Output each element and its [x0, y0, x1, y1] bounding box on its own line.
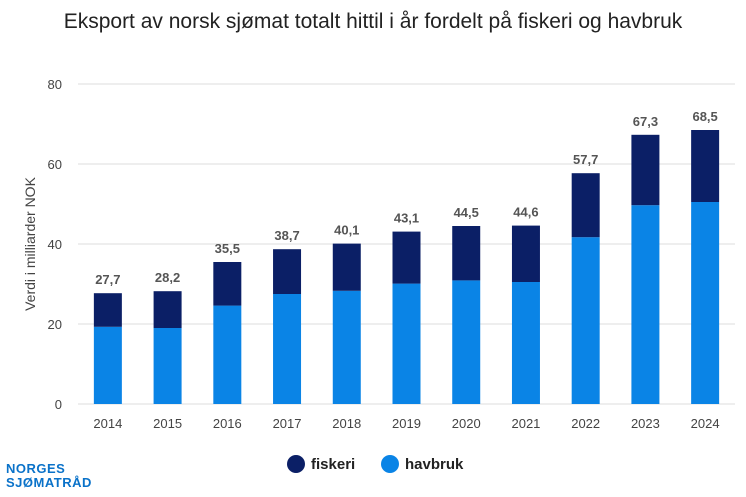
- x-tick-label: 2021: [511, 416, 540, 431]
- data-label-total: 40,1: [334, 223, 359, 238]
- bar-fiskeri-2022: [571, 173, 600, 238]
- norges-sjomatrad-logo: NORGES SJØMATRÅD: [6, 462, 92, 490]
- bar-havbruk-2021: [511, 282, 540, 404]
- x-tick-label: 2024: [691, 416, 720, 431]
- x-tick-label: 2019: [392, 416, 421, 431]
- data-label-total: 38,7: [274, 228, 299, 243]
- y-tick-label: 0: [55, 397, 62, 412]
- y-tick-label: 60: [48, 157, 62, 172]
- bar-havbruk-2020: [452, 280, 481, 404]
- chart-title: Eksport av norsk sjømat totalt hittil i …: [63, 10, 683, 33]
- y-tick-label: 20: [48, 317, 62, 332]
- x-tick-label: 2020: [452, 416, 481, 431]
- bar-fiskeri-2017: [273, 249, 302, 294]
- legend-label-fiskeri: fiskeri: [311, 456, 355, 473]
- bar-fiskeri-2020: [452, 226, 481, 281]
- data-label-total: 68,5: [692, 109, 717, 124]
- y-axis-label: Verdi i milliarder NOK: [22, 176, 38, 310]
- data-label-total: 35,5: [215, 241, 240, 256]
- bar-havbruk-2017: [273, 294, 302, 404]
- legend-marker-fiskeri: [287, 455, 305, 473]
- data-label-total: 44,5: [454, 205, 479, 220]
- bar-havbruk-2024: [691, 202, 720, 404]
- x-tick-label: 2014: [93, 416, 122, 431]
- y-tick-label: 40: [48, 237, 62, 252]
- bar-havbruk-2016: [213, 305, 242, 404]
- y-tick-label: 80: [48, 77, 62, 92]
- x-tick-label: 2016: [213, 416, 242, 431]
- x-tick-label: 2017: [273, 416, 302, 431]
- x-tick-label: 2018: [332, 416, 361, 431]
- data-label-total: 57,7: [573, 152, 598, 167]
- y-axis-ticks: 0 20 40 60 80: [48, 77, 62, 412]
- legend-label-havbruk: havbruk: [405, 456, 464, 473]
- logo-line-1: NORGES: [6, 461, 66, 476]
- bar-havbruk-2018: [332, 290, 361, 404]
- data-label-total: 28,2: [155, 270, 180, 285]
- bar-havbruk-2022: [571, 237, 600, 404]
- legend-marker-havbruk: [381, 455, 399, 473]
- bars: [93, 130, 720, 404]
- data-label-total: 44,6: [513, 205, 538, 220]
- bar-havbruk-2023: [631, 205, 660, 404]
- x-tick-label: 2022: [571, 416, 600, 431]
- bar-fiskeri-2014: [93, 293, 122, 327]
- bar-havbruk-2015: [153, 328, 182, 404]
- bar-fiskeri-2023: [631, 134, 660, 206]
- bar-fiskeri-2024: [691, 130, 720, 202]
- bar-fiskeri-2015: [153, 291, 182, 328]
- x-tick-label: 2015: [153, 416, 182, 431]
- logo-line-2: SJØMATRÅD: [6, 475, 92, 490]
- data-label-total: 27,7: [95, 272, 120, 287]
- bar-fiskeri-2016: [213, 262, 242, 306]
- data-label-total: 43,1: [394, 211, 419, 226]
- data-label-total: 67,3: [633, 114, 658, 129]
- bar-fiskeri-2018: [332, 243, 361, 291]
- bar-fiskeri-2021: [511, 225, 540, 282]
- bar-fiskeri-2019: [392, 231, 421, 284]
- bar-havbruk-2014: [93, 326, 122, 404]
- total-labels: 27,7 28,2 35,5 38,7 40,1 43,1 44,5 44,6 57,7 67,3…: [95, 109, 718, 287]
- x-axis-ticks: 2014 2015 2016 2017 2018 2019 2020 2021 2022 2023…: [93, 416, 719, 431]
- bar-havbruk-2019: [392, 283, 421, 404]
- legend: fiskeri havbruk: [287, 455, 464, 473]
- x-tick-label: 2023: [631, 416, 660, 431]
